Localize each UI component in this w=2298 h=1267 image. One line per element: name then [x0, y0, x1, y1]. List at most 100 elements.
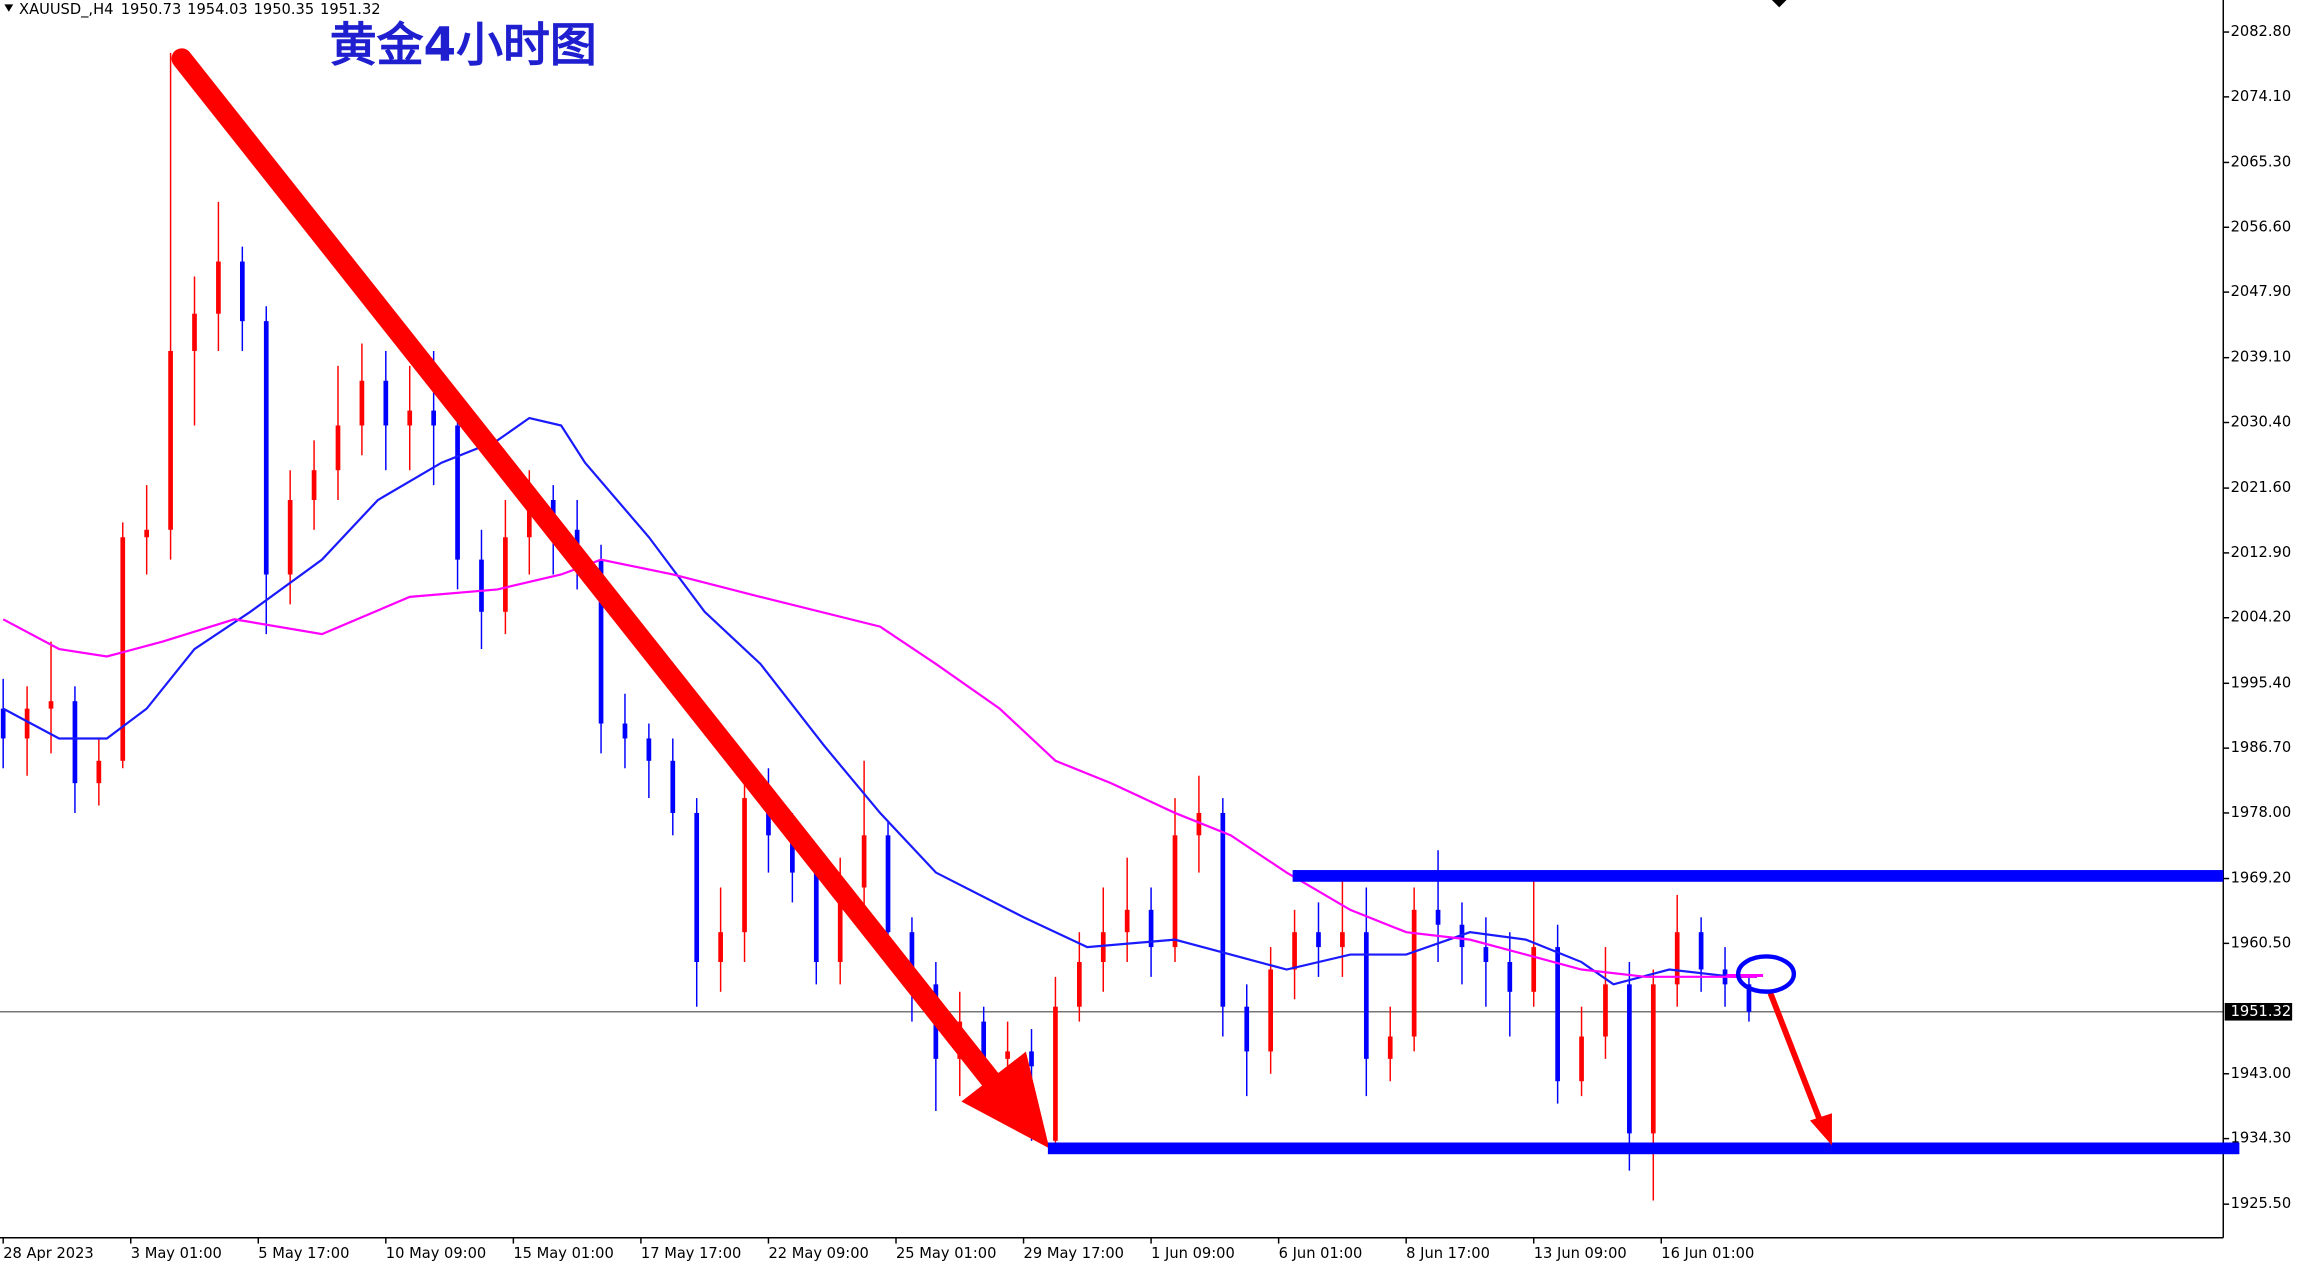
candle-body: [718, 932, 723, 962]
candle-body: [909, 932, 915, 985]
big-arrow-head: [961, 1051, 1050, 1149]
candle-body: [1579, 1036, 1584, 1082]
x-tick-label: 10 May 09:00: [386, 1245, 486, 1262]
candle-body: [239, 261, 245, 322]
candle-body: [120, 537, 126, 761]
y-tick-label: 1986.70: [2231, 739, 2292, 756]
chart-title: 黄金4小时图: [330, 18, 597, 73]
candle-body: [1124, 909, 1130, 933]
candle-body: [1435, 909, 1441, 925]
ohlc-high: 1954.03: [187, 1, 248, 18]
candle-body: [861, 835, 867, 888]
candle-body: [1531, 947, 1537, 992]
candle-body: [431, 410, 436, 426]
ma-line: [2, 416, 1757, 986]
y-tick-label: 2030.40: [2231, 414, 2292, 431]
candle-body: [1316, 932, 1321, 948]
candle-body: [670, 760, 676, 813]
candle-body: [1746, 984, 1752, 1012]
candle-body: [1005, 1051, 1010, 1059]
y-tick-label: 2021.60: [2231, 479, 2292, 496]
candle-body: [1220, 812, 1226, 1007]
candle-body: [1076, 961, 1082, 1007]
symbol: XAUUSD_,H4: [19, 1, 113, 18]
y-tick-label: 2039.10: [2231, 349, 2292, 366]
y-tick-label: 2065.30: [2231, 153, 2292, 170]
candle-body: [598, 559, 604, 724]
y-tick-label: 1934.30: [2231, 1130, 2292, 1147]
candle-body: [1507, 961, 1513, 992]
x-tick-label: 25 May 01:00: [896, 1245, 996, 1262]
candle-body: [1555, 947, 1560, 1082]
candle-body: [1029, 1051, 1034, 1067]
x-tick-label: 6 Jun 01:00: [1279, 1245, 1363, 1262]
candle-body: [1411, 909, 1417, 1037]
candle-body: [144, 529, 150, 538]
x-tick-label: 5 May 17:00: [258, 1245, 349, 1262]
y-tick-label: 1995.40: [2231, 674, 2292, 691]
x-tick-label: 22 May 09:00: [768, 1245, 868, 1262]
plot-layer: [0, 52, 2224, 1201]
marker: [1771, 0, 1787, 8]
y-tick-label: 1925.50: [2231, 1195, 2292, 1212]
x-tick-label: 28 Apr 2023: [3, 1245, 94, 1262]
x-tick-label: 8 Jun 17:00: [1406, 1245, 1490, 1262]
candle-body: [1603, 984, 1608, 1037]
candle-body: [216, 261, 221, 314]
candle-body: [766, 798, 771, 836]
candle-body: [1100, 932, 1106, 962]
candle-body: [981, 1021, 987, 1059]
candle-body: [1053, 1006, 1058, 1141]
ohlc-close: 1951.32: [320, 1, 381, 18]
candle-body: [526, 500, 532, 538]
candle-body: [479, 559, 484, 612]
candle-body: [335, 425, 341, 471]
candle-body: [72, 701, 78, 784]
candle-body: [1674, 932, 1680, 985]
x-tick-label: 13 Jun 09:00: [1534, 1245, 1627, 1262]
big-arrow-shaft: [171, 48, 1022, 1117]
candle-body: [287, 500, 293, 575]
candle-body: [503, 537, 508, 612]
y-tick-label: 2056.60: [2231, 218, 2292, 235]
candle-body: [1196, 812, 1202, 836]
candle-body: [1363, 932, 1369, 1059]
ohlc-open: 1950.73: [121, 1, 182, 18]
x-tick-label: 15 May 01:00: [513, 1245, 613, 1262]
candle-body: [646, 738, 652, 761]
ma-line: [2, 558, 1757, 978]
x-tick-label: 17 May 17:00: [641, 1245, 741, 1262]
highlight-ellipse: [1735, 954, 1797, 994]
candle-body: [96, 760, 102, 784]
candle-body: [1387, 1036, 1393, 1059]
candle-body: [0, 708, 6, 739]
x-tick-label: 3 May 01:00: [131, 1245, 222, 1262]
candle-body: [885, 835, 891, 933]
candle-body: [1627, 984, 1632, 1134]
y-tick-label: 1969.20: [2231, 870, 2292, 887]
y-tick-label: 1943.00: [2231, 1065, 2292, 1082]
support-line: [1047, 1142, 2240, 1155]
candle-body: [359, 380, 365, 426]
y-tick-label: 2004.20: [2231, 609, 2292, 626]
x-tick-label: 1 Jun 09:00: [1151, 1245, 1235, 1262]
candle-body: [263, 321, 269, 575]
y-tick-label: 1978.00: [2231, 804, 2292, 821]
small-arrow-head: [1809, 1113, 1832, 1146]
current-price-label: 1951.32: [2231, 1003, 2292, 1020]
candle-body: [1268, 969, 1274, 1052]
y-tick-label: 2082.80: [2231, 23, 2292, 40]
candle-body: [742, 798, 747, 933]
candle-body: [455, 425, 460, 560]
candle-body: [383, 380, 389, 426]
candle-body: [694, 812, 700, 962]
candle-body: [168, 350, 173, 530]
candle-body: [24, 708, 30, 739]
y-tick-label: 1960.50: [2231, 934, 2292, 951]
candle-body: [48, 701, 54, 709]
candle-body: [192, 313, 197, 351]
resistance-line: [1292, 870, 2224, 882]
x-tick-label: 16 Jun 01:00: [1661, 1245, 1754, 1262]
